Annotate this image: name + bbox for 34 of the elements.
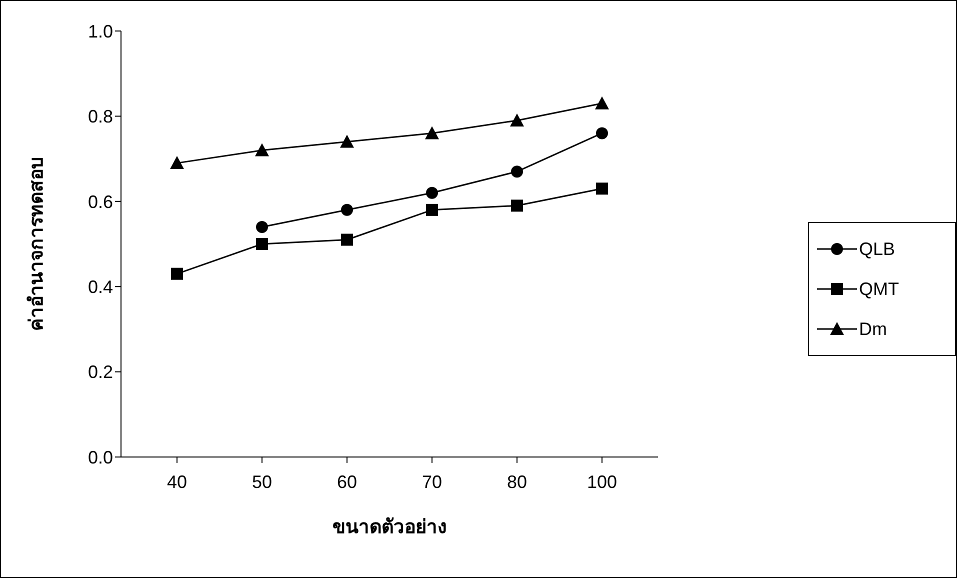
y-tick-label: 0.4 (88, 276, 113, 297)
point (340, 134, 354, 148)
point (256, 220, 268, 233)
point (425, 126, 439, 140)
x-tick-label: 40 (166, 472, 188, 492)
point (341, 204, 353, 216)
point (255, 143, 269, 156)
legend-label: QMT (859, 278, 899, 300)
x-axis-title: ขนาดตัวอย่าง (332, 517, 446, 538)
x-tick-label: 80 (506, 472, 528, 492)
x-tick-label: 50 (252, 472, 272, 492)
legend-label: Dm (859, 318, 887, 340)
legend-label: QLB (859, 238, 896, 260)
point (341, 234, 353, 246)
point (171, 268, 183, 280)
point (426, 186, 438, 199)
point (596, 182, 608, 195)
point (426, 204, 438, 216)
point (511, 200, 523, 212)
point (595, 96, 609, 110)
point (511, 166, 523, 178)
y-tick-label: 0.6 (88, 192, 113, 212)
y-tick-label: 0.0 (88, 447, 113, 468)
y-tick-label: 1.0 (88, 21, 113, 42)
y-axis-title: ค่าอำนาจการทดสอบ (26, 157, 48, 331)
y-tick-label: 0.2 (88, 362, 113, 382)
point (596, 127, 608, 140)
point (170, 156, 184, 170)
y-tick-label: 0.8 (88, 106, 113, 127)
x-tick-label: 60 (336, 472, 358, 492)
x-tick-label: 70 (422, 472, 442, 492)
point (256, 238, 268, 250)
x-tick-label: 100 (586, 472, 618, 492)
point (510, 113, 524, 126)
